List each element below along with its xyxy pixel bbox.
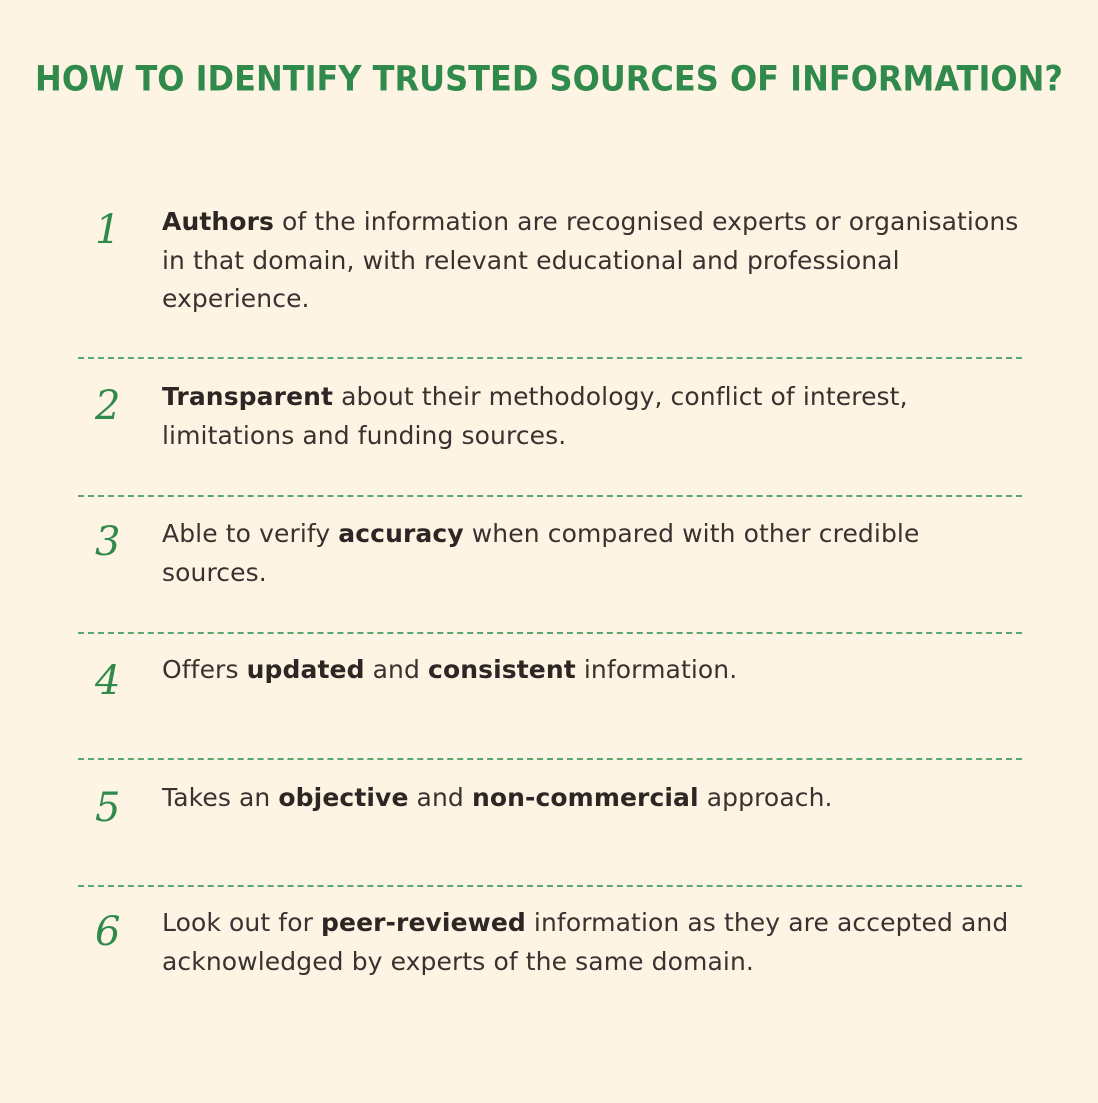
item-number-3: 3 xyxy=(95,519,121,565)
item-number-4: 4 xyxy=(95,658,121,704)
item-text-2: Transparent about their methodology, con… xyxy=(162,378,1032,455)
dashed-divider xyxy=(78,758,1022,760)
item-text-3: Able to verify accuracy when compared wi… xyxy=(162,515,1032,592)
item-text-5: Takes an objective and non-commercial ap… xyxy=(162,779,1032,818)
item-text-1: Authors of the information are recognise… xyxy=(162,203,1032,319)
item-1-bold-authors: Authors xyxy=(162,207,274,236)
dashed-divider xyxy=(78,885,1022,887)
item-number-2: 2 xyxy=(95,383,121,429)
page-title: HOW TO IDENTIFY TRUSTED SOURCES OF INFOR… xyxy=(35,58,1063,100)
item-2-bold-transparent: Transparent xyxy=(162,382,334,411)
item-5-bold-non-commercial: non-commercial xyxy=(471,783,699,812)
item-5-bold-objective: objective xyxy=(278,783,409,812)
item-5-text-end: approach. xyxy=(698,783,833,812)
item-5-text-start: Takes an xyxy=(162,783,279,812)
dashed-divider xyxy=(78,632,1022,634)
item-6-text-rest: information as they are accepted and ack… xyxy=(162,908,1009,976)
dashed-divider xyxy=(78,357,1022,359)
item-4-bold-updated: updated xyxy=(246,655,365,684)
item-number-5: 5 xyxy=(95,785,121,831)
item-number-1: 1 xyxy=(95,207,121,253)
item-3-text-start: Able to verify xyxy=(162,519,339,548)
item-4-text-start: Offers xyxy=(162,655,247,684)
item-6-text-start: Look out for xyxy=(162,908,322,937)
item-4-bold-consistent: consistent xyxy=(428,655,576,684)
item-3-text-rest: when compared with other credible source… xyxy=(162,519,920,587)
item-4-text-and: and xyxy=(364,655,429,684)
item-2-text-rest: about their methodology, conflict of int… xyxy=(162,382,908,450)
item-number-6: 6 xyxy=(95,909,121,955)
item-5-text-and: and xyxy=(408,783,472,812)
dashed-divider xyxy=(78,495,1022,497)
item-1-text-rest: of the information are recognised expert… xyxy=(162,207,1019,313)
item-text-6: Look out for peer-reviewed information a… xyxy=(162,904,1032,981)
item-4-text-end: information. xyxy=(575,655,738,684)
item-text-4: Offers updated and consistent informatio… xyxy=(162,651,1032,690)
item-6-bold-peer-reviewed: peer-reviewed xyxy=(321,908,526,937)
item-3-bold-accuracy: accuracy xyxy=(338,519,464,548)
